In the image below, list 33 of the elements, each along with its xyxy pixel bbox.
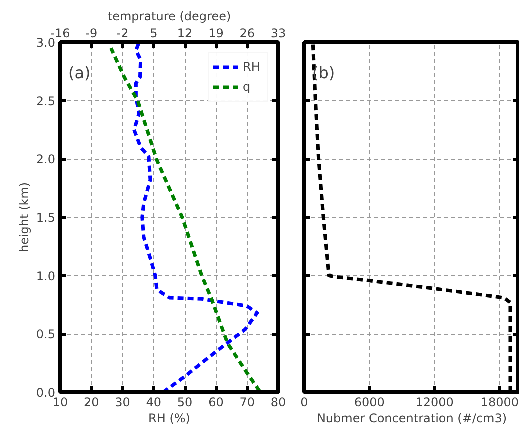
x-tick-label: 30 xyxy=(115,396,130,410)
x2-tick-label: 5 xyxy=(150,26,158,40)
legend-label: q xyxy=(243,80,252,94)
x-tick-label: 60 xyxy=(208,396,224,410)
x-tick-label: 18000 xyxy=(480,396,519,410)
x2-tick-label: 33 xyxy=(270,26,286,40)
annotation: (a) xyxy=(68,64,91,82)
y-tick-label: 2.5 xyxy=(36,94,56,108)
x-axis-title: RH (%) xyxy=(148,412,190,426)
x-tick-label: 20 xyxy=(84,396,100,410)
x2-tick-label: 26 xyxy=(240,26,256,40)
y-tick-label: 1.0 xyxy=(36,269,56,284)
y-tick-label: 1.5 xyxy=(36,211,56,225)
x-tick-label: 50 xyxy=(177,396,193,410)
x2-axis-title: temprature (degree) xyxy=(108,10,232,24)
annotation: (b) xyxy=(312,64,336,82)
y-tick-label: 2.0 xyxy=(36,152,56,167)
x-axis-title: Nubmer Concentration (#/cm3) xyxy=(316,412,508,426)
x-tick-label: 0 xyxy=(300,396,308,410)
legend-label: RH xyxy=(243,60,262,74)
x2-tick-label: -2 xyxy=(116,26,129,40)
x-tick-label: 40 xyxy=(146,396,162,410)
x-tick-label: 6000 xyxy=(354,396,385,410)
line-series xyxy=(132,42,260,392)
y-tick-label: 3.0 xyxy=(36,36,56,50)
x2-tick-label: 12 xyxy=(177,26,193,40)
y-tick-label: 0.5 xyxy=(36,328,56,342)
x-tick-label: 12000 xyxy=(416,396,454,410)
y-axis-title: height (km) xyxy=(17,182,32,253)
x-tick-label: 80 xyxy=(270,396,286,410)
x-tick-label: 70 xyxy=(240,396,256,410)
x2-tick-label: -9 xyxy=(86,26,98,40)
x2-tick-label: 19 xyxy=(208,26,224,40)
